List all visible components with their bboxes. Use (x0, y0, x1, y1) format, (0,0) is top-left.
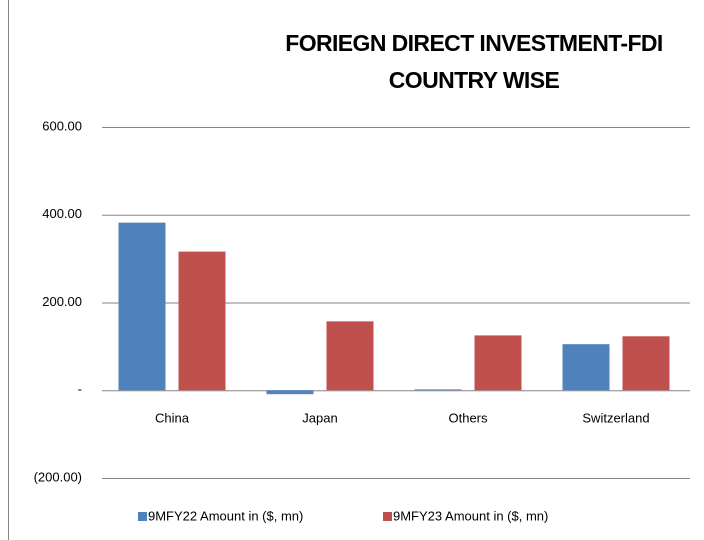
y-tick-label: - (78, 382, 82, 397)
bar (118, 222, 166, 391)
bar (414, 389, 462, 391)
y-tick-label: 200.00 (42, 294, 82, 309)
legend-swatch (138, 512, 147, 521)
x-tick-label: Switzerland (582, 411, 649, 426)
legend-swatch (383, 512, 392, 521)
bar (326, 321, 374, 391)
legend-label: 9MFY23 Amount in ($, mn) (393, 508, 548, 523)
y-tick-label: 600.00 (42, 118, 82, 133)
legend-label: 9MFY22 Amount in ($, mn) (148, 508, 303, 523)
bar (622, 336, 670, 391)
bar (178, 251, 226, 391)
y-tick-label: 400.00 (42, 206, 82, 221)
x-tick-label: China (155, 411, 190, 426)
y-tick-label: (200.00) (34, 469, 82, 484)
chart-title: COUNTRY WISE (389, 67, 560, 93)
bar (474, 335, 522, 391)
x-tick-label: Others (448, 411, 488, 426)
bar (266, 390, 314, 395)
chart-title: FORIEGN DIRECT INVESTMENT-FDI (285, 30, 662, 56)
x-tick-label: Japan (302, 411, 337, 426)
bar (562, 344, 610, 391)
